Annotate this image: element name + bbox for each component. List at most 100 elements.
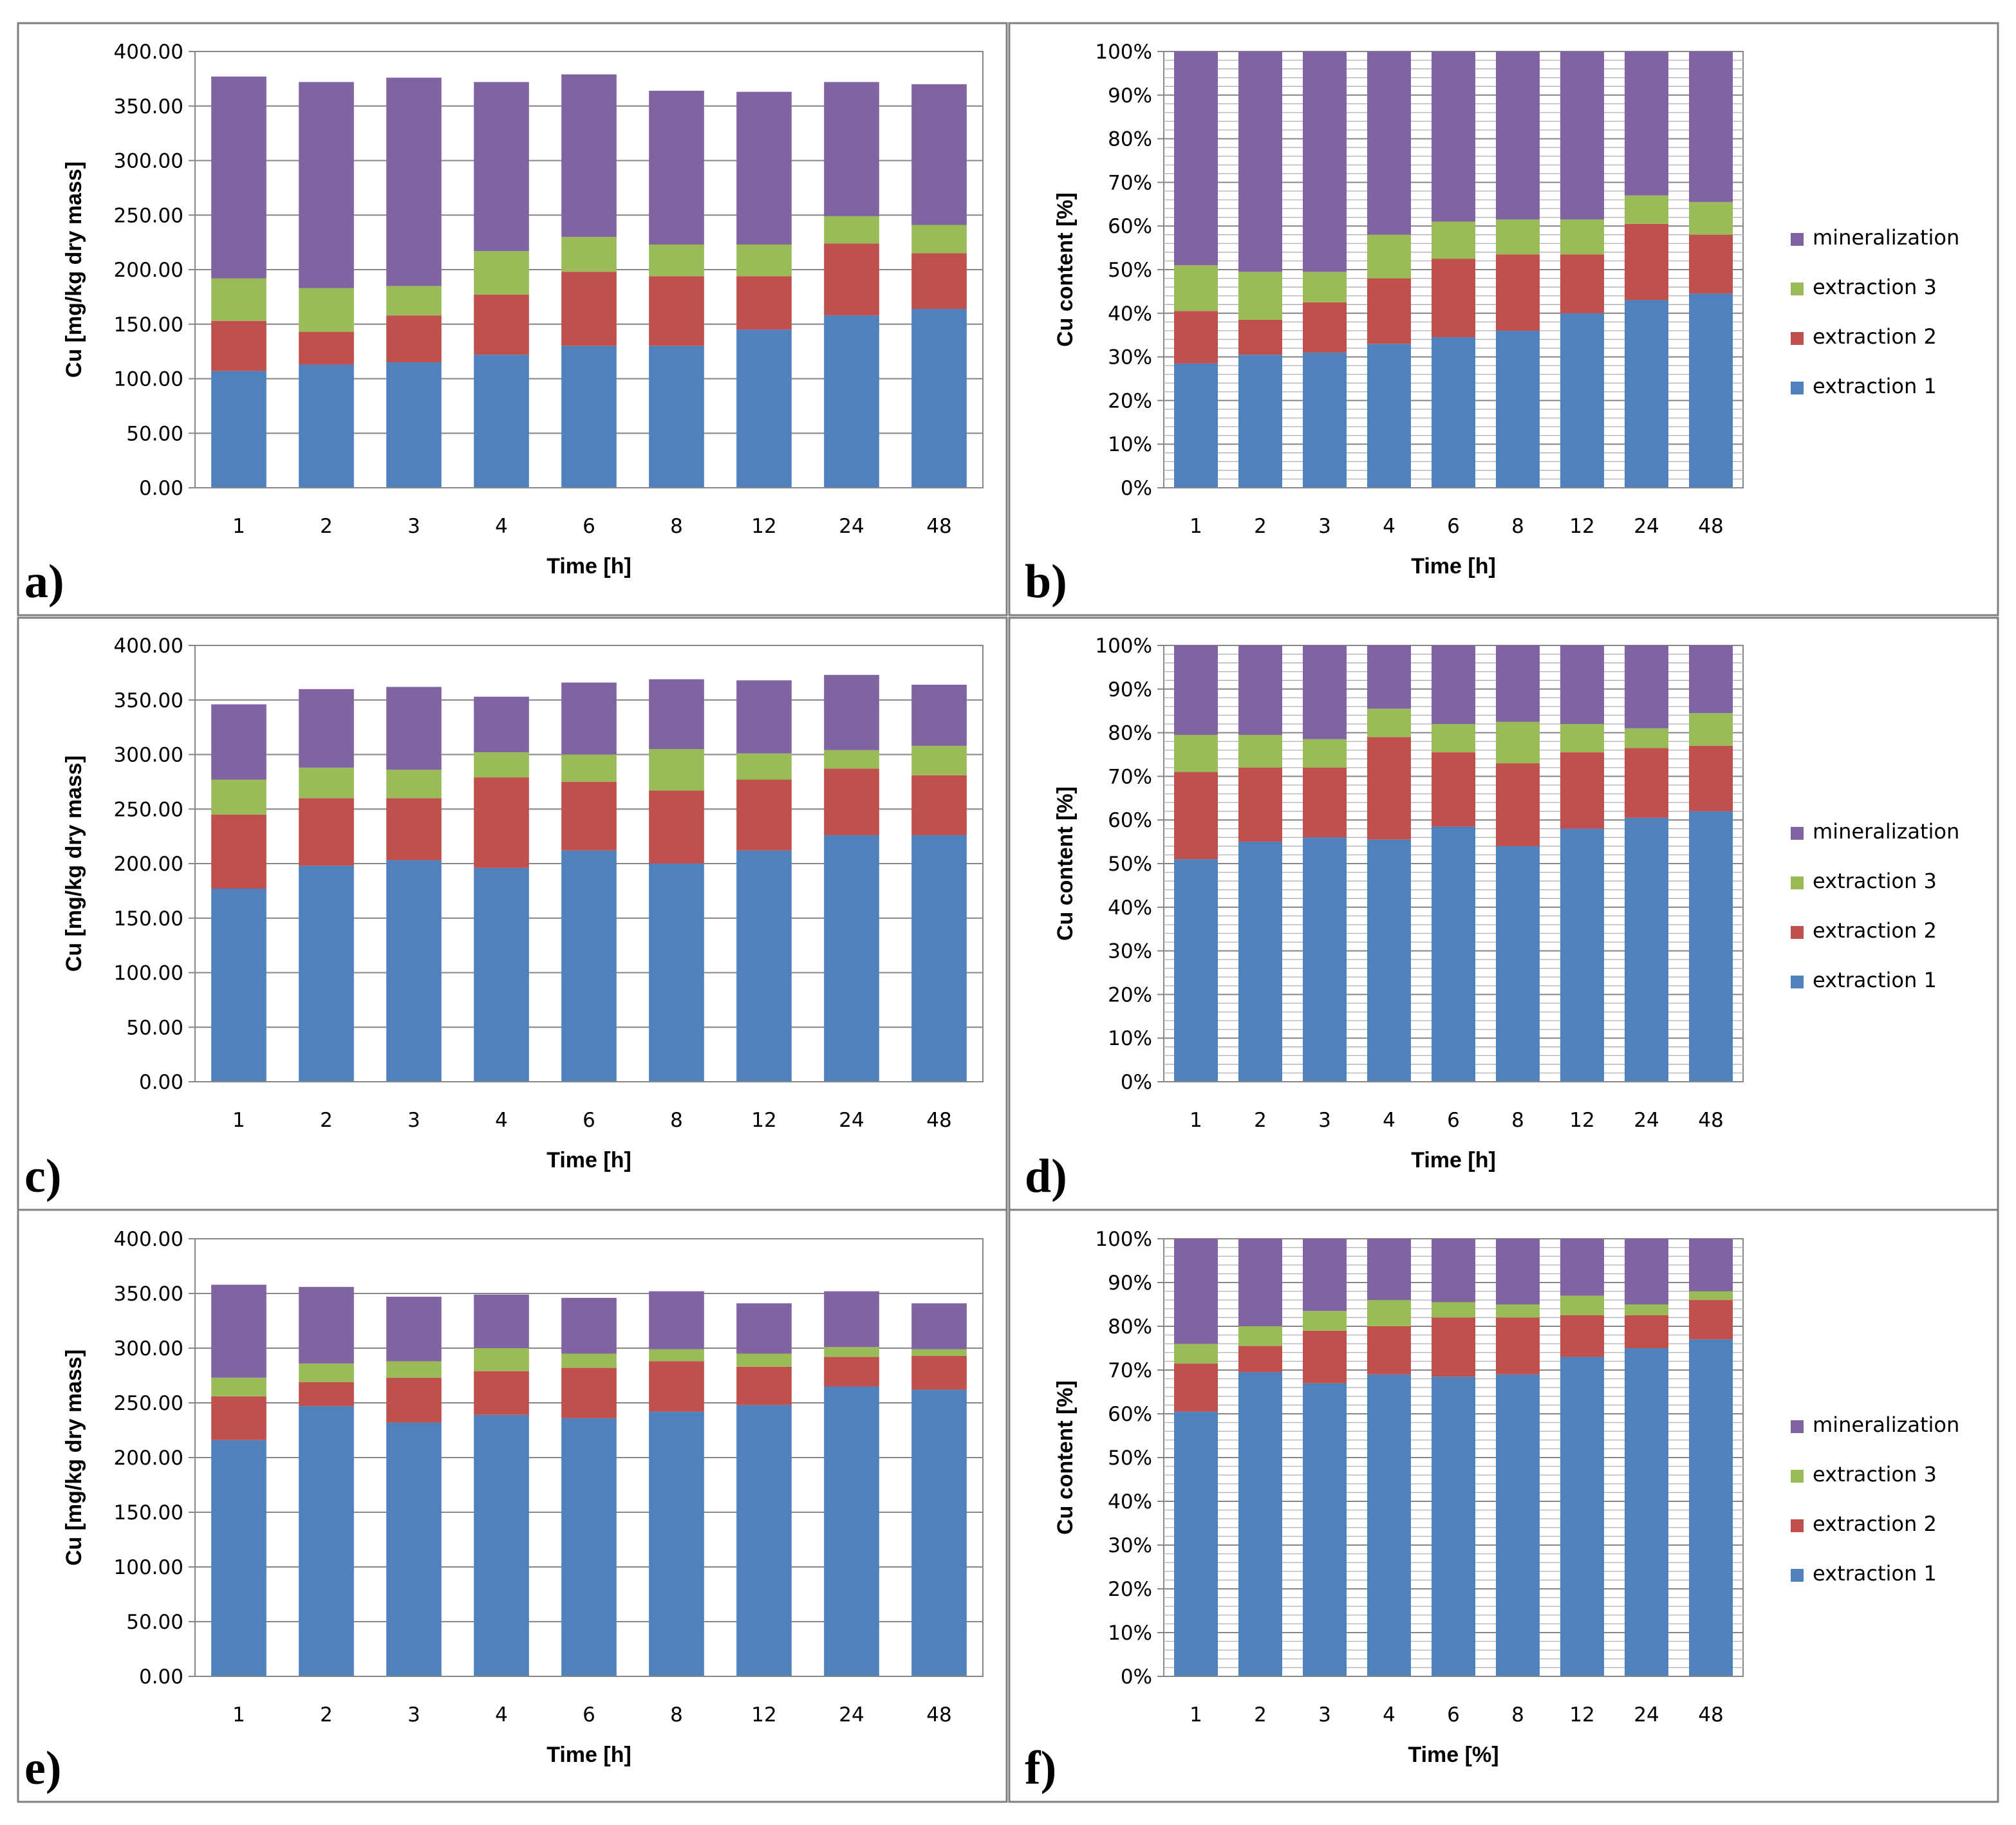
y-tick-label: 80% bbox=[1108, 128, 1152, 151]
bar-mineralization-4 bbox=[474, 1294, 529, 1348]
x-tick-label: 2 bbox=[1254, 1703, 1267, 1727]
bar-extraction-1-4 bbox=[1367, 344, 1411, 488]
bar-extraction-3-1 bbox=[1174, 734, 1218, 772]
bar-extraction-3-24 bbox=[824, 750, 879, 769]
y-tick-label: 50.00 bbox=[126, 1611, 183, 1634]
bar-extraction-2-12 bbox=[1560, 752, 1604, 829]
panel-label: c) bbox=[24, 1150, 62, 1203]
bar-extraction-1-1 bbox=[1174, 859, 1218, 1082]
bar-extraction-2-2 bbox=[299, 798, 354, 866]
y-tick-label: 0.00 bbox=[139, 1665, 183, 1689]
bar-extraction-2-1 bbox=[1174, 772, 1218, 860]
bar-extraction-2-4 bbox=[474, 294, 529, 355]
bar-mineralization-6 bbox=[1432, 1239, 1475, 1302]
bar-extraction-1-24 bbox=[824, 315, 879, 488]
panel-label: d) bbox=[1025, 1150, 1067, 1203]
x-tick-label: 1 bbox=[232, 515, 245, 538]
x-tick-label: 12 bbox=[1569, 515, 1594, 538]
bar-extraction-2-48 bbox=[1689, 234, 1733, 294]
y-tick-label: 90% bbox=[1108, 84, 1152, 107]
bar-mineralization-8 bbox=[649, 91, 704, 245]
bar-extraction-1-12 bbox=[1560, 1357, 1604, 1676]
bar-mineralization-4 bbox=[1367, 51, 1411, 235]
bar-extraction-3-48 bbox=[911, 1349, 967, 1356]
y-tick-label: 10% bbox=[1108, 1027, 1152, 1050]
x-axis-title: Time [%] bbox=[1408, 1743, 1498, 1767]
bar-extraction-3-6 bbox=[561, 754, 617, 782]
bar-extraction-3-12 bbox=[1560, 724, 1604, 753]
x-tick-label: 48 bbox=[1698, 515, 1723, 538]
bar-extraction-1-3 bbox=[386, 1422, 442, 1676]
y-tick-label: 50% bbox=[1108, 853, 1152, 876]
legend-swatch-extraction-2 bbox=[1791, 332, 1804, 345]
bar-extraction-2-24 bbox=[824, 1357, 879, 1387]
x-axis-title: Time [h] bbox=[546, 1148, 631, 1172]
bar-extraction-1-12 bbox=[736, 1405, 792, 1676]
x-tick-label: 48 bbox=[926, 515, 951, 538]
bar-extraction-2-6 bbox=[561, 1367, 617, 1418]
chart-c: 0.00 50.00 100.00 150.00 200.00 250.00 300.00 3… bbox=[17, 616, 1008, 1211]
bar-mineralization-2 bbox=[1238, 645, 1282, 735]
bar-extraction-1-4 bbox=[1367, 1374, 1411, 1676]
x-tick-label: 2 bbox=[320, 1703, 333, 1727]
bar-extraction-1-3 bbox=[1303, 1383, 1347, 1676]
bar-mineralization-2 bbox=[299, 689, 354, 768]
y-tick-label: 10% bbox=[1108, 433, 1152, 456]
y-tick-label: 400.00 bbox=[114, 41, 183, 64]
panel-border bbox=[1008, 1209, 1999, 1803]
legend-swatch-mineralization bbox=[1791, 233, 1804, 246]
bar-extraction-3-3 bbox=[386, 1361, 442, 1378]
bar-extraction-1-6 bbox=[561, 850, 617, 1082]
bar-extraction-3-12 bbox=[736, 1353, 792, 1367]
y-tick-label: 100% bbox=[1095, 41, 1152, 64]
bar-extraction-1-3 bbox=[386, 362, 442, 488]
y-tick-label: 40% bbox=[1108, 1490, 1152, 1514]
legend-swatch-mineralization bbox=[1791, 827, 1804, 840]
y-tick-label: 70% bbox=[1108, 765, 1152, 788]
bar-extraction-3-48 bbox=[911, 225, 967, 254]
bar-extraction-2-1 bbox=[211, 320, 266, 371]
x-tick-label: 12 bbox=[751, 1703, 776, 1727]
chart-d: 0%10%20%30%40%50%60%70%80%90%100%1 2 3 4 6 8 1… bbox=[1008, 616, 1999, 1211]
x-tick-label: 24 bbox=[839, 515, 864, 538]
bar-extraction-1-24 bbox=[1625, 300, 1668, 488]
bar-extraction-1-4 bbox=[1367, 839, 1411, 1082]
x-axis-title: Time [h] bbox=[546, 1743, 631, 1767]
chart-a: 0.00 50.00 100.00 150.00 200.00 250.00 300.00 3… bbox=[17, 22, 1008, 616]
bar-extraction-1-1 bbox=[1174, 1411, 1218, 1676]
bar-extraction-3-2 bbox=[299, 767, 354, 799]
x-tick-label: 24 bbox=[1634, 1109, 1659, 1132]
bar-mineralization-24 bbox=[824, 674, 879, 750]
x-tick-label: 4 bbox=[495, 515, 508, 538]
bar-extraction-2-8 bbox=[649, 276, 704, 346]
bar-extraction-2-6 bbox=[1432, 1317, 1475, 1377]
legend-label: extraction 2 bbox=[1813, 918, 1937, 943]
x-axis-title: Time [h] bbox=[1411, 554, 1496, 579]
y-tick-label: 300.00 bbox=[114, 150, 183, 173]
y-tick-label: 0% bbox=[1121, 477, 1152, 500]
bar-mineralization-12 bbox=[736, 91, 792, 245]
bar-extraction-1-3 bbox=[1303, 837, 1347, 1082]
bar-extraction-2-48 bbox=[911, 775, 967, 835]
legend: mineralization extraction 3 extraction 2 ex… bbox=[1791, 225, 1959, 398]
bar-extraction-3-3 bbox=[1303, 1311, 1347, 1331]
y-tick-label: 400.00 bbox=[114, 635, 183, 658]
y-tick-label: 200.00 bbox=[114, 259, 183, 282]
bar-mineralization-8 bbox=[649, 1291, 704, 1349]
x-tick-label: 1 bbox=[1190, 1109, 1202, 1132]
bar-mineralization-3 bbox=[386, 77, 442, 286]
bar-extraction-2-2 bbox=[299, 1382, 354, 1407]
bar-mineralization-24 bbox=[1625, 51, 1668, 196]
y-tick-label: 60% bbox=[1108, 1403, 1152, 1426]
y-tick-label: 80% bbox=[1108, 722, 1152, 745]
bar-extraction-2-12 bbox=[736, 1366, 792, 1405]
x-tick-label: 3 bbox=[407, 1703, 420, 1727]
bar-extraction-1-12 bbox=[736, 329, 792, 488]
y-tick-label: 30% bbox=[1108, 940, 1152, 963]
bar-mineralization-24 bbox=[1625, 1239, 1668, 1304]
y-axis-title: Cu content [%] bbox=[1053, 192, 1078, 347]
x-tick-label: 12 bbox=[751, 1109, 776, 1132]
bar-extraction-3-12 bbox=[1560, 219, 1604, 255]
panel-border bbox=[1008, 22, 1999, 616]
x-tick-label: 1 bbox=[232, 1703, 245, 1727]
